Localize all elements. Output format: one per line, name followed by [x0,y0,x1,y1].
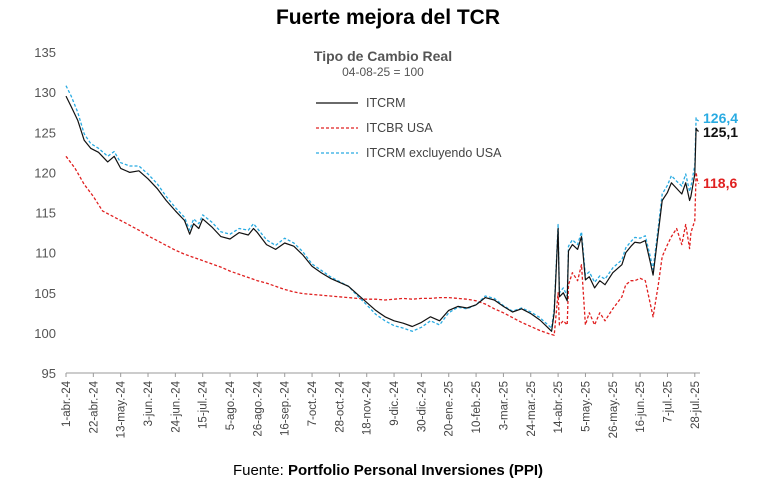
y-tick-label-1: 100 [34,326,56,341]
legend-label-2: ITCRM excluyendo USA [366,146,502,160]
x-tick-label-9: 7-oct.-24 [307,380,319,426]
x-tick-label-22: 7-jul.-25 [662,381,674,423]
x-tick-label-19: 5-may.-25 [580,381,592,432]
x-tick-label-14: 20-ene.-25 [444,381,456,437]
legend-label-1: ITCBR USA [366,121,433,135]
x-tick-label-8: 16-sep.-24 [280,380,292,436]
x-tick-label-20: 26-may.-25 [608,381,620,438]
y-tick-label-0: 95 [42,366,56,381]
x-tick-label-21: 16-jun.-25 [635,381,647,433]
x-tick-label-11: 18-nov.-24 [362,380,374,435]
y-tick-label-6: 125 [34,125,56,140]
x-tick-label-12: 9-dic.-24 [389,380,401,425]
x-tick-label-15: 10-feb.-25 [471,381,483,433]
line-chart: Tipo de Cambio Real 04-08-25 = 100 95 100… [34,45,738,438]
end-labels: 125,1 118,6 126,4 [703,110,738,191]
y-tick-label-8: 135 [34,45,56,60]
x-tick-label-4: 24-jun.-24 [170,380,182,432]
x-axis: 1-abr.-24 22-abr.-24 13-may.-24 3-jun.-24 24… [61,372,702,438]
series-line-0 [65,95,700,332]
y-tick-label-5: 120 [34,165,56,180]
x-tick-label-6: 5-ago.-24 [225,380,237,430]
x-tick-label-2: 13-may.-24 [116,380,128,438]
x-tick-label-1: 22-abr.-24 [88,380,100,433]
x-tick-label-10: 28-oct.-24 [334,380,346,432]
y-tick-label-7: 130 [34,85,56,100]
y-axis: 95 100 105 110 115 120 125 130 135 [34,45,56,381]
y-tick-label-3: 110 [35,246,56,261]
series-line-1 [65,155,700,336]
end-label-1: 118,6 [703,175,737,191]
chart-subtitle: 04-08-25 = 100 [342,65,424,79]
x-tick-label-0: 1-abr.-24 [61,380,73,427]
series-layer [65,85,700,336]
legend: ITCRM ITCBR USA ITCRM excluyendo USA [316,96,502,160]
y-tick-label-4: 115 [35,206,56,221]
legend-label-0: ITCRM [366,96,406,110]
x-tick-label-16: 3-mar.-25 [498,381,510,430]
x-tick-label-7: 26-ago.-24 [252,380,264,436]
source-label: Fuente: [232,462,284,479]
y-tick-label-2: 105 [34,286,56,301]
end-label-2: 126,4 [703,110,738,126]
chart-title: Tipo de Cambio Real [314,48,452,64]
x-tick-label-17: 24-mar.-25 [526,381,538,437]
x-tick-label-13: 30-dic.-24 [416,380,428,432]
page-title: Fuerte mejora del TCR [275,6,501,29]
x-tick-label-3: 3-jun.-24 [143,380,155,426]
series-line-2 [65,85,700,332]
end-label-0: 125,1 [703,124,738,140]
x-tick-label-23: 28-jul.-25 [690,381,702,429]
source-note: Fuente: Portfolio Personal Inversiones (… [0,462,776,479]
x-tick-label-5: 15-jul.-24 [198,380,210,429]
x-tick-label-18: 14-abr.-25 [553,381,565,433]
source-name: Portfolio Personal Inversiones (PPI) [287,462,544,479]
